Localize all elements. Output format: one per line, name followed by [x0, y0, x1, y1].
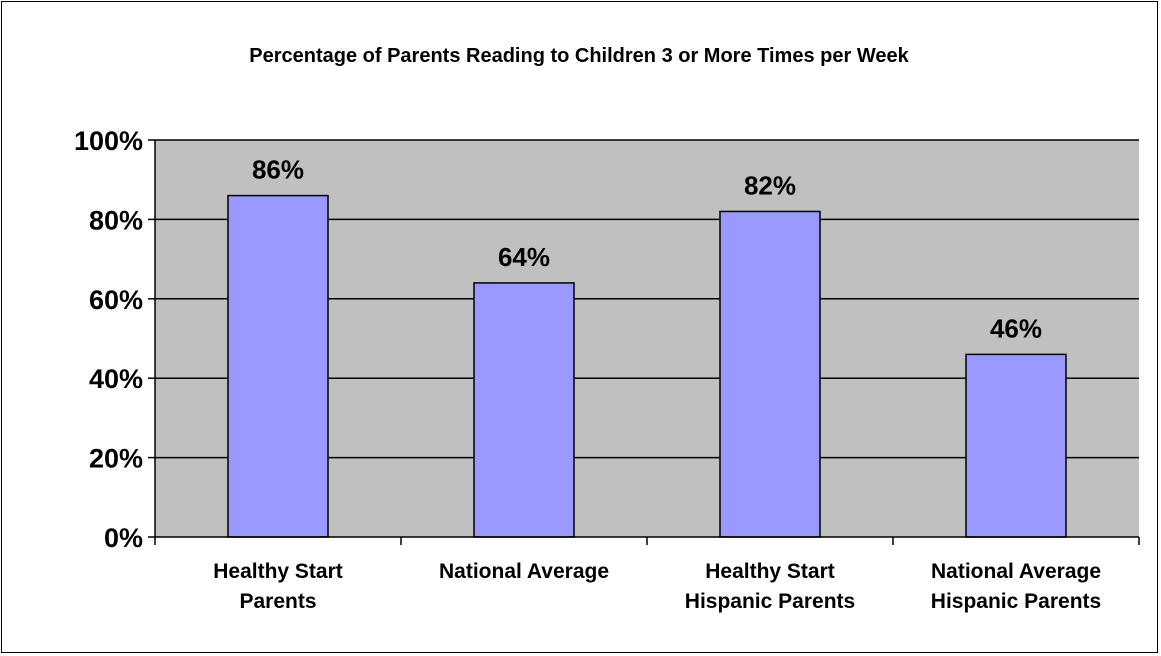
- axes: [148, 139, 1140, 545]
- bar-1: [473, 282, 575, 538]
- bar-0: [227, 194, 329, 538]
- bar-2: [719, 210, 821, 538]
- bars: [227, 194, 1067, 538]
- chart-title: Percentage of Parents Reading to Childre…: [249, 45, 909, 67]
- x-axis-tick-labels: Healthy Start Parents National Average Heal…: [213, 560, 1101, 613]
- y-tick-label: 100%: [74, 126, 143, 156]
- data-label: 86%: [252, 155, 304, 185]
- y-tick-label: 80%: [89, 205, 143, 235]
- bar-3: [965, 353, 1067, 538]
- x-tick-label: National Average Hispanic Parents: [931, 560, 1101, 613]
- data-label: 64%: [498, 242, 550, 272]
- data-label: 82%: [744, 170, 796, 200]
- y-tick-label: 0%: [104, 523, 143, 553]
- x-tick-label: Healthy Start Hispanic Parents: [685, 560, 855, 613]
- data-label: 46%: [990, 313, 1042, 343]
- x-tick-label: Healthy Start Parents: [213, 560, 343, 613]
- y-tick-label: 40%: [89, 364, 143, 394]
- y-tick-label: 60%: [89, 285, 143, 315]
- y-tick-label: 20%: [89, 444, 143, 474]
- x-tick-label: National Average: [439, 560, 609, 583]
- data-labels: 86% 64% 82% 46%: [252, 155, 1042, 344]
- y-axis-tick-labels: 0% 20% 40% 60% 80% 100%: [74, 126, 143, 553]
